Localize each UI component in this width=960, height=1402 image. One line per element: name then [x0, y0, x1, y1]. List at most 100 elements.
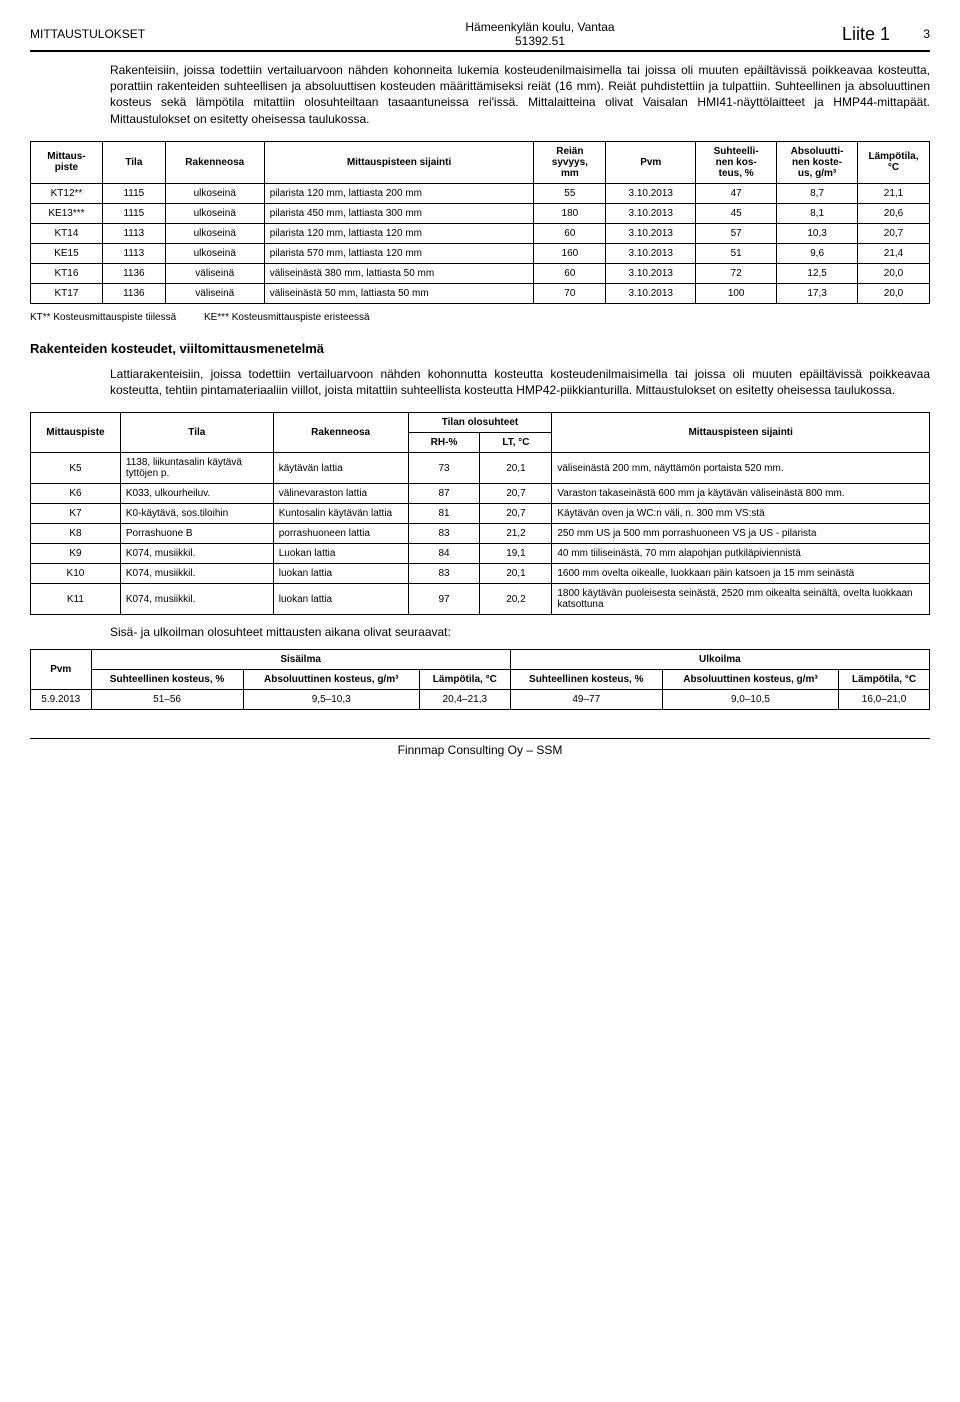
table-cell: K9	[31, 544, 121, 564]
table-cell: KT14	[31, 223, 103, 243]
table-row: KE13***1115ulkoseinäpilarista 450 mm, la…	[31, 203, 930, 223]
page-header: MITTAUSTULOKSET Hämeenkylän koulu, Vanta…	[30, 20, 930, 50]
table-row: K9K074, musiikkil.Luokan lattia8419,140 …	[31, 544, 930, 564]
table-cell: 100	[696, 283, 777, 303]
table3-subheader: Lämpötila, °C	[839, 670, 930, 690]
table3-subheader: Suhteellinen kosteus, %	[91, 670, 243, 690]
table-cell: 3.10.2013	[606, 263, 696, 283]
table1-header: Lämpötila, °C	[858, 141, 930, 183]
table-cell: pilarista 120 mm, lattiasta 200 mm	[264, 183, 534, 203]
table-cell: 20,2	[480, 584, 552, 615]
section2-title: Rakenteiden kosteudet, viiltomittausmene…	[30, 341, 930, 356]
intro-paragraph: Rakenteisiin, joissa todettiin vertailua…	[110, 62, 930, 127]
table-row: KT171136väliseinäväliseinästä 50 mm, lat…	[31, 283, 930, 303]
table1-footnote: KT** Kosteusmittauspiste tiilessä KE*** …	[30, 312, 930, 323]
table-cell: 51–56	[91, 690, 243, 710]
table-row: K6K033, ulkourheiluv.välinevaraston latt…	[31, 484, 930, 504]
table-cell: 97	[408, 584, 480, 615]
table-cell: 57	[696, 223, 777, 243]
table-cell: 20,7	[480, 504, 552, 524]
header-divider	[30, 50, 930, 52]
table-row: KT12**1115ulkoseinäpilarista 120 mm, lat…	[31, 183, 930, 203]
table2-header: Tilan olosuhteet	[408, 413, 552, 433]
table-cell: 83	[408, 524, 480, 544]
table-row: K8Porrashuone Bporrashuoneen lattia8321,…	[31, 524, 930, 544]
table-cell: 160	[534, 243, 606, 263]
table-row: K51138, liikuntasalin käytävä tyttöjen p…	[31, 453, 930, 484]
table-cell: ulkoseinä	[165, 223, 264, 243]
table-cell: väliseinästä 50 mm, lattiasta 50 mm	[264, 283, 534, 303]
table1-header: Suhteelli- nen kos- teus, %	[696, 141, 777, 183]
table-cell: pilarista 120 mm, lattiasta 120 mm	[264, 223, 534, 243]
table-cell: 20,1	[480, 564, 552, 584]
table-cell: 87	[408, 484, 480, 504]
table-cell: 8,7	[777, 183, 858, 203]
table-row: KT161136väliseinäväliseinästä 380 mm, la…	[31, 263, 930, 283]
header-left: MITTAUSTULOKSET	[30, 27, 310, 41]
table2-subheader: RH-%	[408, 433, 480, 453]
table-row: KE151113ulkoseinäpilarista 570 mm, latti…	[31, 243, 930, 263]
table1-header: Mittauspisteen sijainti	[264, 141, 534, 183]
table-cell: 3.10.2013	[606, 183, 696, 203]
header-center: Hämeenkylän koulu, Vantaa 51392.51	[310, 20, 770, 48]
table2-header: Mittauspisteen sijainti	[552, 413, 930, 453]
table1-header: Tila	[102, 141, 165, 183]
table-cell: väliseinä	[165, 283, 264, 303]
header-center-2: 51392.51	[515, 34, 565, 48]
table-cell: 1113	[102, 223, 165, 243]
table-3: PvmSisäilmaUlkoilmaSuhteellinen kosteus,…	[30, 649, 930, 710]
table-cell: 20,0	[858, 283, 930, 303]
table-cell: väliseinästä 200 mm, näyttämön portaista…	[552, 453, 930, 484]
table-cell: 9,5–10,3	[243, 690, 419, 710]
table-cell: 3.10.2013	[606, 283, 696, 303]
table-cell: 17,3	[777, 283, 858, 303]
table-cell: 81	[408, 504, 480, 524]
table-cell: luokan lattia	[273, 564, 408, 584]
table-cell: 1113	[102, 243, 165, 263]
table-cell: KT17	[31, 283, 103, 303]
header-page: 3	[890, 27, 930, 41]
table-cell: 1800 käytävän puoleisesta seinästä, 2520…	[552, 584, 930, 615]
table-cell: 180	[534, 203, 606, 223]
table-cell: 1136	[102, 263, 165, 283]
table-cell: pilarista 570 mm, lattiasta 120 mm	[264, 243, 534, 263]
table-cell: 60	[534, 223, 606, 243]
table-cell: 21,2	[480, 524, 552, 544]
table-cell: 3.10.2013	[606, 223, 696, 243]
section2-text: Lattiarakenteisiin, joissa todettiin ver…	[110, 366, 930, 398]
table-row: KT141113ulkoseinäpilarista 120 mm, latti…	[31, 223, 930, 243]
table-cell: 55	[534, 183, 606, 203]
table3-subheader: Suhteellinen kosteus, %	[510, 670, 662, 690]
table3-header: Ulkoilma	[510, 650, 929, 670]
table-cell: 83	[408, 564, 480, 584]
table-row: K7K0-käytävä, sos.tiloihinKuntosalin käy…	[31, 504, 930, 524]
table-cell: pilarista 450 mm, lattiasta 300 mm	[264, 203, 534, 223]
table-cell: 5.9.2013	[31, 690, 92, 710]
table-cell: 10,3	[777, 223, 858, 243]
table-cell: Porrashuone B	[120, 524, 273, 544]
table-cell: 8,1	[777, 203, 858, 223]
table-1: Mittaus- pisteTilaRakenneosaMittauspiste…	[30, 141, 930, 304]
table-cell: 1136	[102, 283, 165, 303]
table1-header: Pvm	[606, 141, 696, 183]
table-cell: 20,6	[858, 203, 930, 223]
table-cell: K7	[31, 504, 121, 524]
table-row: 5.9.201351–569,5–10,320,4–21,349–779,0–1…	[31, 690, 930, 710]
table-cell: Kuntosalin käytävän lattia	[273, 504, 408, 524]
table-cell: 3.10.2013	[606, 203, 696, 223]
table-cell: väliseinä	[165, 263, 264, 283]
table-cell: K11	[31, 584, 121, 615]
table-cell: 49–77	[510, 690, 662, 710]
table-cell: KT12**	[31, 183, 103, 203]
table-cell: 250 mm US ja 500 mm porrashuoneen VS ja …	[552, 524, 930, 544]
table-cell: K5	[31, 453, 121, 484]
table-cell: KT16	[31, 263, 103, 283]
table3-header: Pvm	[31, 650, 92, 690]
table-cell: 51	[696, 243, 777, 263]
table-cell: 1115	[102, 183, 165, 203]
table-row: K10K074, musiikkil.luokan lattia8320,116…	[31, 564, 930, 584]
table-cell: 1115	[102, 203, 165, 223]
table-cell: 20,7	[858, 223, 930, 243]
table2-header: Rakenneosa	[273, 413, 408, 453]
table-cell: 19,1	[480, 544, 552, 564]
